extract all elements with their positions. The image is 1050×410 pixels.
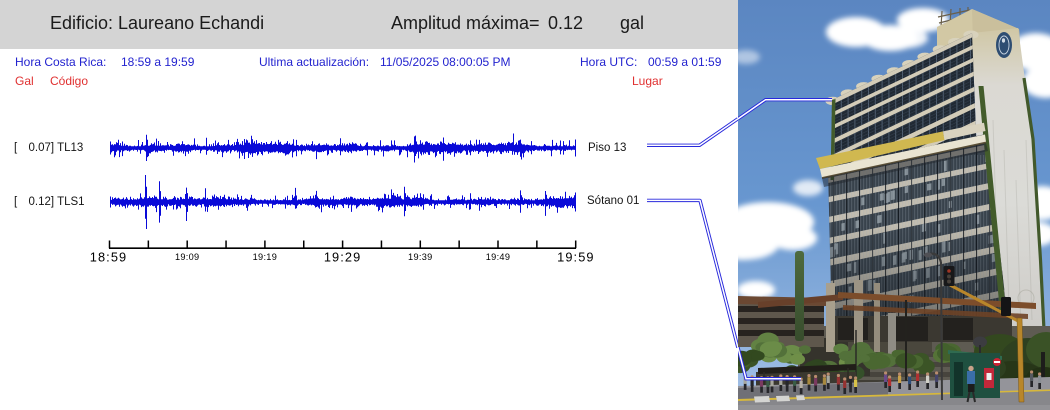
svg-text:18:59: 18:59: [90, 250, 128, 265]
svg-text:19:59: 19:59: [557, 250, 595, 265]
svg-text:19:19: 19:19: [253, 252, 278, 262]
svg-text:19:49: 19:49: [486, 252, 511, 262]
svg-text:19:09: 19:09: [175, 252, 200, 262]
svg-text:19:39: 19:39: [408, 252, 433, 262]
svg-text:19:29: 19:29: [324, 250, 362, 265]
